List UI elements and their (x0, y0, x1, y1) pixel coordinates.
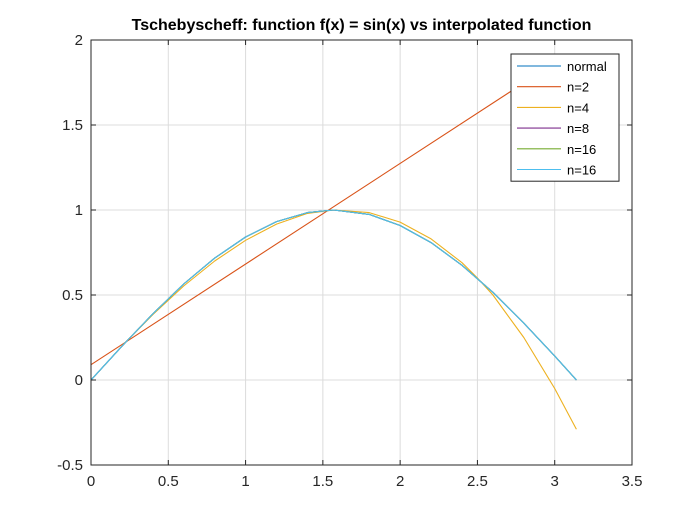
x-tick-label: 0.5 (158, 473, 179, 490)
legend-label: normal (567, 59, 607, 74)
series-line-2 (90, 90, 512, 366)
legend-label: n=16 (567, 142, 596, 157)
y-tick-label: 1 (75, 202, 83, 219)
series-layer (90, 90, 577, 430)
axes-box (90, 39, 633, 466)
chart-title: Tschebyscheff: function f(x) = sin(x) vs… (132, 17, 592, 34)
x-tick-label: 2.5 (467, 473, 488, 490)
y-tick-label: 1.5 (62, 117, 83, 134)
series-line-6 (90, 209, 577, 381)
legend-box (510, 53, 620, 182)
y-tick-label: -0.5 (57, 457, 83, 474)
x-tick-label: 0 (87, 473, 95, 490)
x-tick-label: 2 (396, 473, 404, 490)
legend-label: n=4 (567, 100, 589, 115)
y-tick-label: 0.5 (62, 287, 83, 304)
legend-label: n=8 (567, 121, 589, 136)
legend-label: n=2 (567, 80, 589, 95)
legend: normal n=2 n=4 n=8 n=16 n=16 (510, 53, 620, 182)
legend-label: n=16 (567, 163, 596, 178)
series-line-3 (121, 209, 577, 430)
y-tick-label: 0 (75, 372, 83, 389)
x-tick-label: 3 (551, 473, 559, 490)
x-tick-label: 1.5 (312, 473, 333, 490)
x-tick-label: 1 (241, 473, 249, 490)
x-tick-label: 3.5 (622, 473, 643, 490)
axis-ticks: 0 0.5 1 1.5 2 2.5 3 3.5-0.500.511.52 (57, 32, 642, 490)
y-tick-label: 2 (75, 32, 83, 49)
